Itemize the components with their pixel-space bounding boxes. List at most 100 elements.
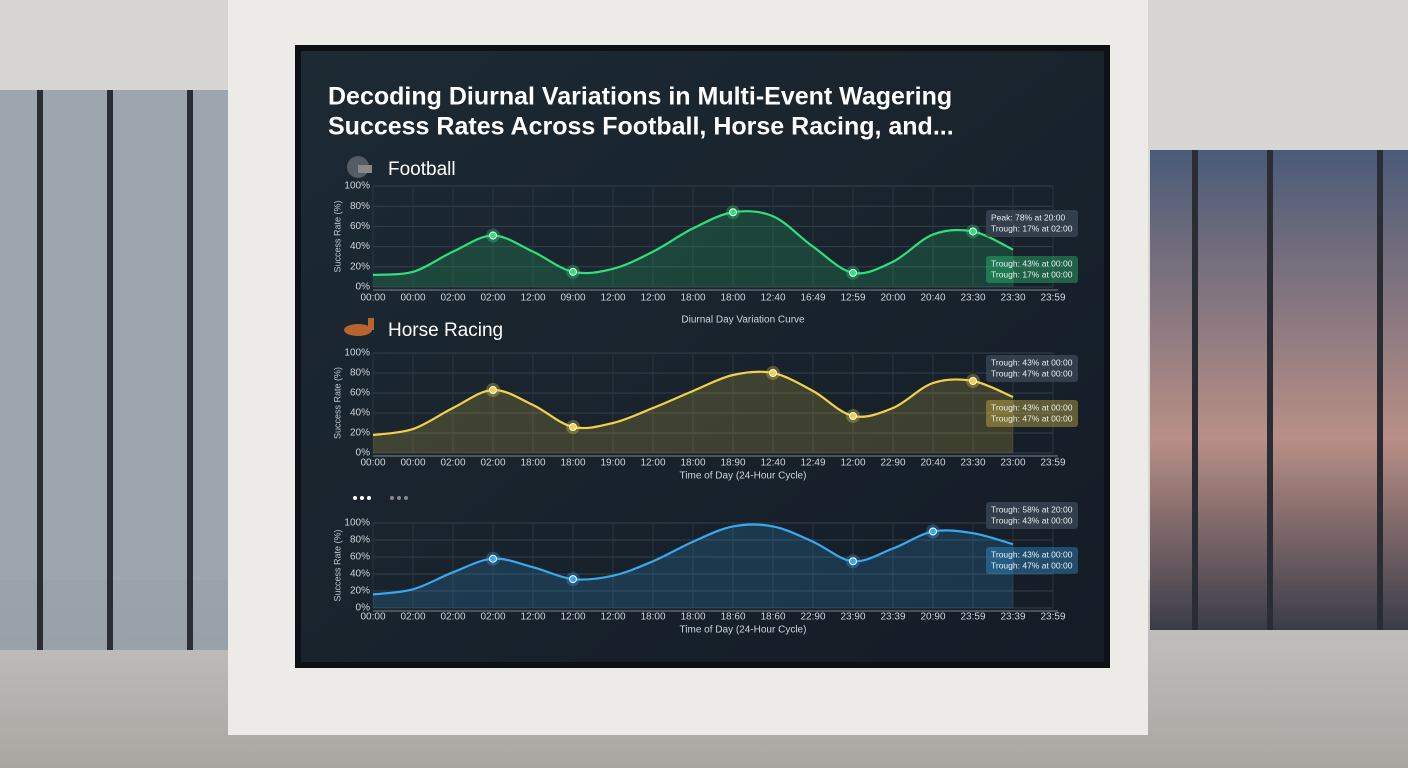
x-tick-label: 00:00: [360, 293, 385, 304]
annotation: Peak: 78% at 20:00: [991, 212, 1065, 222]
x-tick-label: 19:00: [600, 458, 625, 469]
x-tick-label: 12:00: [560, 612, 585, 623]
y-tick-label: 20%: [350, 428, 370, 439]
x-tick-label: 02:00: [440, 458, 465, 469]
chart-heading: Horse Racing: [388, 320, 503, 341]
point: [769, 369, 777, 377]
chart-heading: Football: [388, 159, 456, 180]
x-tick-label: 00:00: [360, 612, 385, 623]
annotation: Trough: 47% at 00:00: [991, 368, 1073, 378]
x-tick-label: 18:60: [760, 612, 785, 623]
annotation: Trough: 43% at 00:00: [991, 258, 1073, 268]
x-tick-label: 23:59: [960, 612, 985, 623]
point: [729, 208, 737, 217]
point: [849, 268, 857, 277]
point: [489, 231, 497, 240]
x-tick-label: 12:00: [600, 612, 625, 623]
x-tick-label: 09:00: [560, 293, 585, 304]
x-tick-label: 12:40: [760, 293, 785, 304]
x-tick-label: 18:00: [520, 458, 545, 469]
point: [849, 557, 857, 566]
x-tick-label: 18:00: [680, 293, 705, 304]
x-tick-label: 20:90: [920, 612, 945, 623]
annotation: Trough: 43% at 00:00: [991, 515, 1073, 525]
x-tick-label: 23:30: [960, 458, 985, 469]
x-tick-label: 20:00: [880, 293, 905, 304]
x-tick-label: 18:00: [680, 458, 705, 469]
x-tick-label: 00:00: [360, 458, 385, 469]
x-axis-title: Time of Day (24-Hour Cycle): [680, 625, 807, 636]
x-tick-label: 02:00: [480, 293, 505, 304]
x-tick-label: 18:00: [640, 612, 665, 623]
x-tick-label: 22:90: [880, 458, 905, 469]
x-tick-label: 12:00: [840, 458, 865, 469]
annotation: Trough: 47% at 00:00: [991, 413, 1073, 423]
y-tick-label: 20%: [350, 261, 370, 272]
y-tick-label: 80%: [350, 201, 370, 212]
right-window: [1150, 150, 1408, 630]
line: [372, 370, 1014, 437]
annotation: Trough: 47% at 00:00: [991, 560, 1073, 570]
screen: [301, 51, 1104, 662]
annotation-box: [986, 400, 1078, 427]
y-tick-label: 60%: [350, 552, 370, 563]
x-tick-label: 00:00: [400, 458, 425, 469]
x-tick-label: 23:39: [1000, 612, 1025, 623]
x-axis-title: Time of Day (24-Hour Cycle): [680, 471, 807, 482]
annotation: Trough: 43% at 00:00: [991, 357, 1073, 367]
y-tick-label: 20%: [350, 586, 370, 597]
y-axis-title: Success Rate (%): [332, 367, 342, 439]
x-tick-label: 18:00: [680, 612, 705, 623]
x-tick-label: 23:30: [960, 293, 985, 304]
title-line: Decoding Diurnal Variations in Multi-Eve…: [328, 83, 952, 111]
annotation-box: [986, 355, 1078, 382]
x-tick-label: 12:00: [640, 293, 665, 304]
y-tick-label: 60%: [350, 221, 370, 232]
point: [569, 575, 577, 584]
x-tick-label: 18:00: [560, 458, 585, 469]
y-tick-label: 60%: [350, 388, 370, 399]
point: [569, 267, 577, 276]
line: [372, 210, 1014, 276]
y-tick-label: 40%: [350, 569, 370, 580]
annotation: Trough: 17% at 00:00: [991, 269, 1073, 279]
helmet-icon: [347, 156, 372, 178]
x-tick-label: 12:00: [520, 293, 545, 304]
x-tick-label: 20:40: [920, 458, 945, 469]
annotation-box: [986, 502, 1078, 529]
dots-icon: [353, 496, 408, 500]
window-frames: [37, 90, 1383, 650]
horse-icon: [344, 318, 374, 336]
y-axis-title: Success Rate (%): [332, 200, 342, 272]
x-tick-label: 12:00: [600, 293, 625, 304]
annotation-box: [986, 256, 1078, 283]
title-line: Success Rates Across Football, Horse Rac…: [328, 113, 954, 141]
y-tick-label: 100%: [344, 181, 370, 192]
x-tick-label: 02:00: [480, 458, 505, 469]
x-tick-label: 02:00: [440, 293, 465, 304]
x-tick-label: 12:00: [520, 612, 545, 623]
x-tick-label: 02:00: [440, 612, 465, 623]
area: [373, 211, 1013, 287]
y-tick-label: 40%: [350, 408, 370, 419]
x-tick-label: 02:00: [480, 612, 505, 623]
y-tick-label: 0%: [356, 603, 371, 614]
x-tick-label: 12:40: [760, 458, 785, 469]
area: [373, 524, 1013, 608]
x-tick-label: 18:60: [720, 612, 745, 623]
annotation: Trough: 17% at 02:00: [991, 223, 1073, 233]
point: [489, 386, 497, 394]
x-tick-label: 22:90: [800, 612, 825, 623]
x-tick-label: 02:00: [400, 612, 425, 623]
point: [969, 377, 977, 385]
x-tick-label: 23:59: [1040, 458, 1065, 469]
x-tick-label: 23:59: [1040, 293, 1065, 304]
x-tick-label: 12:59: [840, 293, 865, 304]
x-axis-title: Diurnal Day Variation Curve: [681, 315, 805, 326]
y-tick-label: 100%: [344, 518, 370, 529]
point: [969, 227, 977, 236]
x-tick-label: 18:00: [720, 293, 745, 304]
annotation: Trough: 58% at 20:00: [991, 504, 1073, 514]
area: [373, 371, 1013, 453]
x-tick-label: 23:59: [1040, 612, 1065, 623]
